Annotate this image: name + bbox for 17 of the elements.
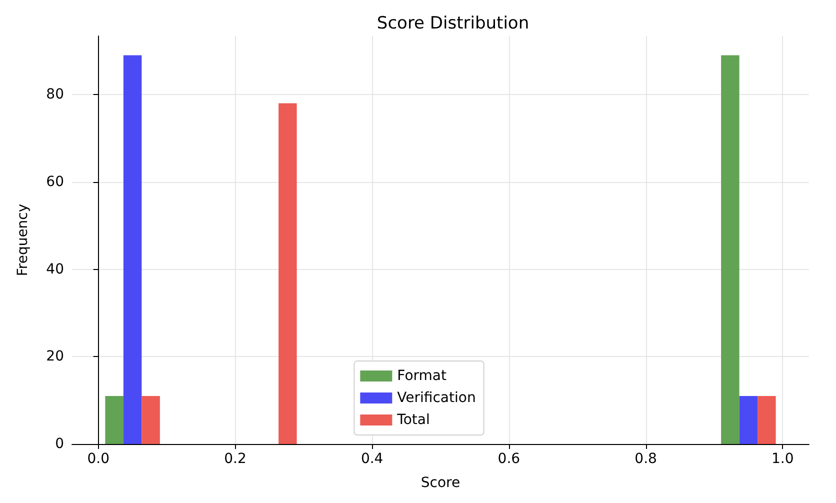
legend-label: Verification [397,390,476,406]
y-tick-label: 40 [46,261,64,278]
x-tick-label: 0.0 [87,451,110,467]
y-tick-label: 20 [46,348,64,365]
legend-label: Total [396,412,430,428]
x-tick-label: 0.2 [224,451,246,467]
x-tick-label: 0.8 [634,451,657,467]
x-tick-label: 1.0 [772,451,794,467]
chart-title: Score Distribution [376,14,530,34]
y-tick-label: 60 [46,174,64,190]
y-axis-title: Frequency [15,204,31,276]
legend-label: Format [397,368,448,384]
y-tick-label: 80 [46,86,64,103]
x-tick-label: 0.4 [360,451,384,467]
y-tick-label: 0 [55,436,64,452]
x-tick-label: 0.6 [498,451,520,467]
x-axis-title: Score [420,475,460,491]
